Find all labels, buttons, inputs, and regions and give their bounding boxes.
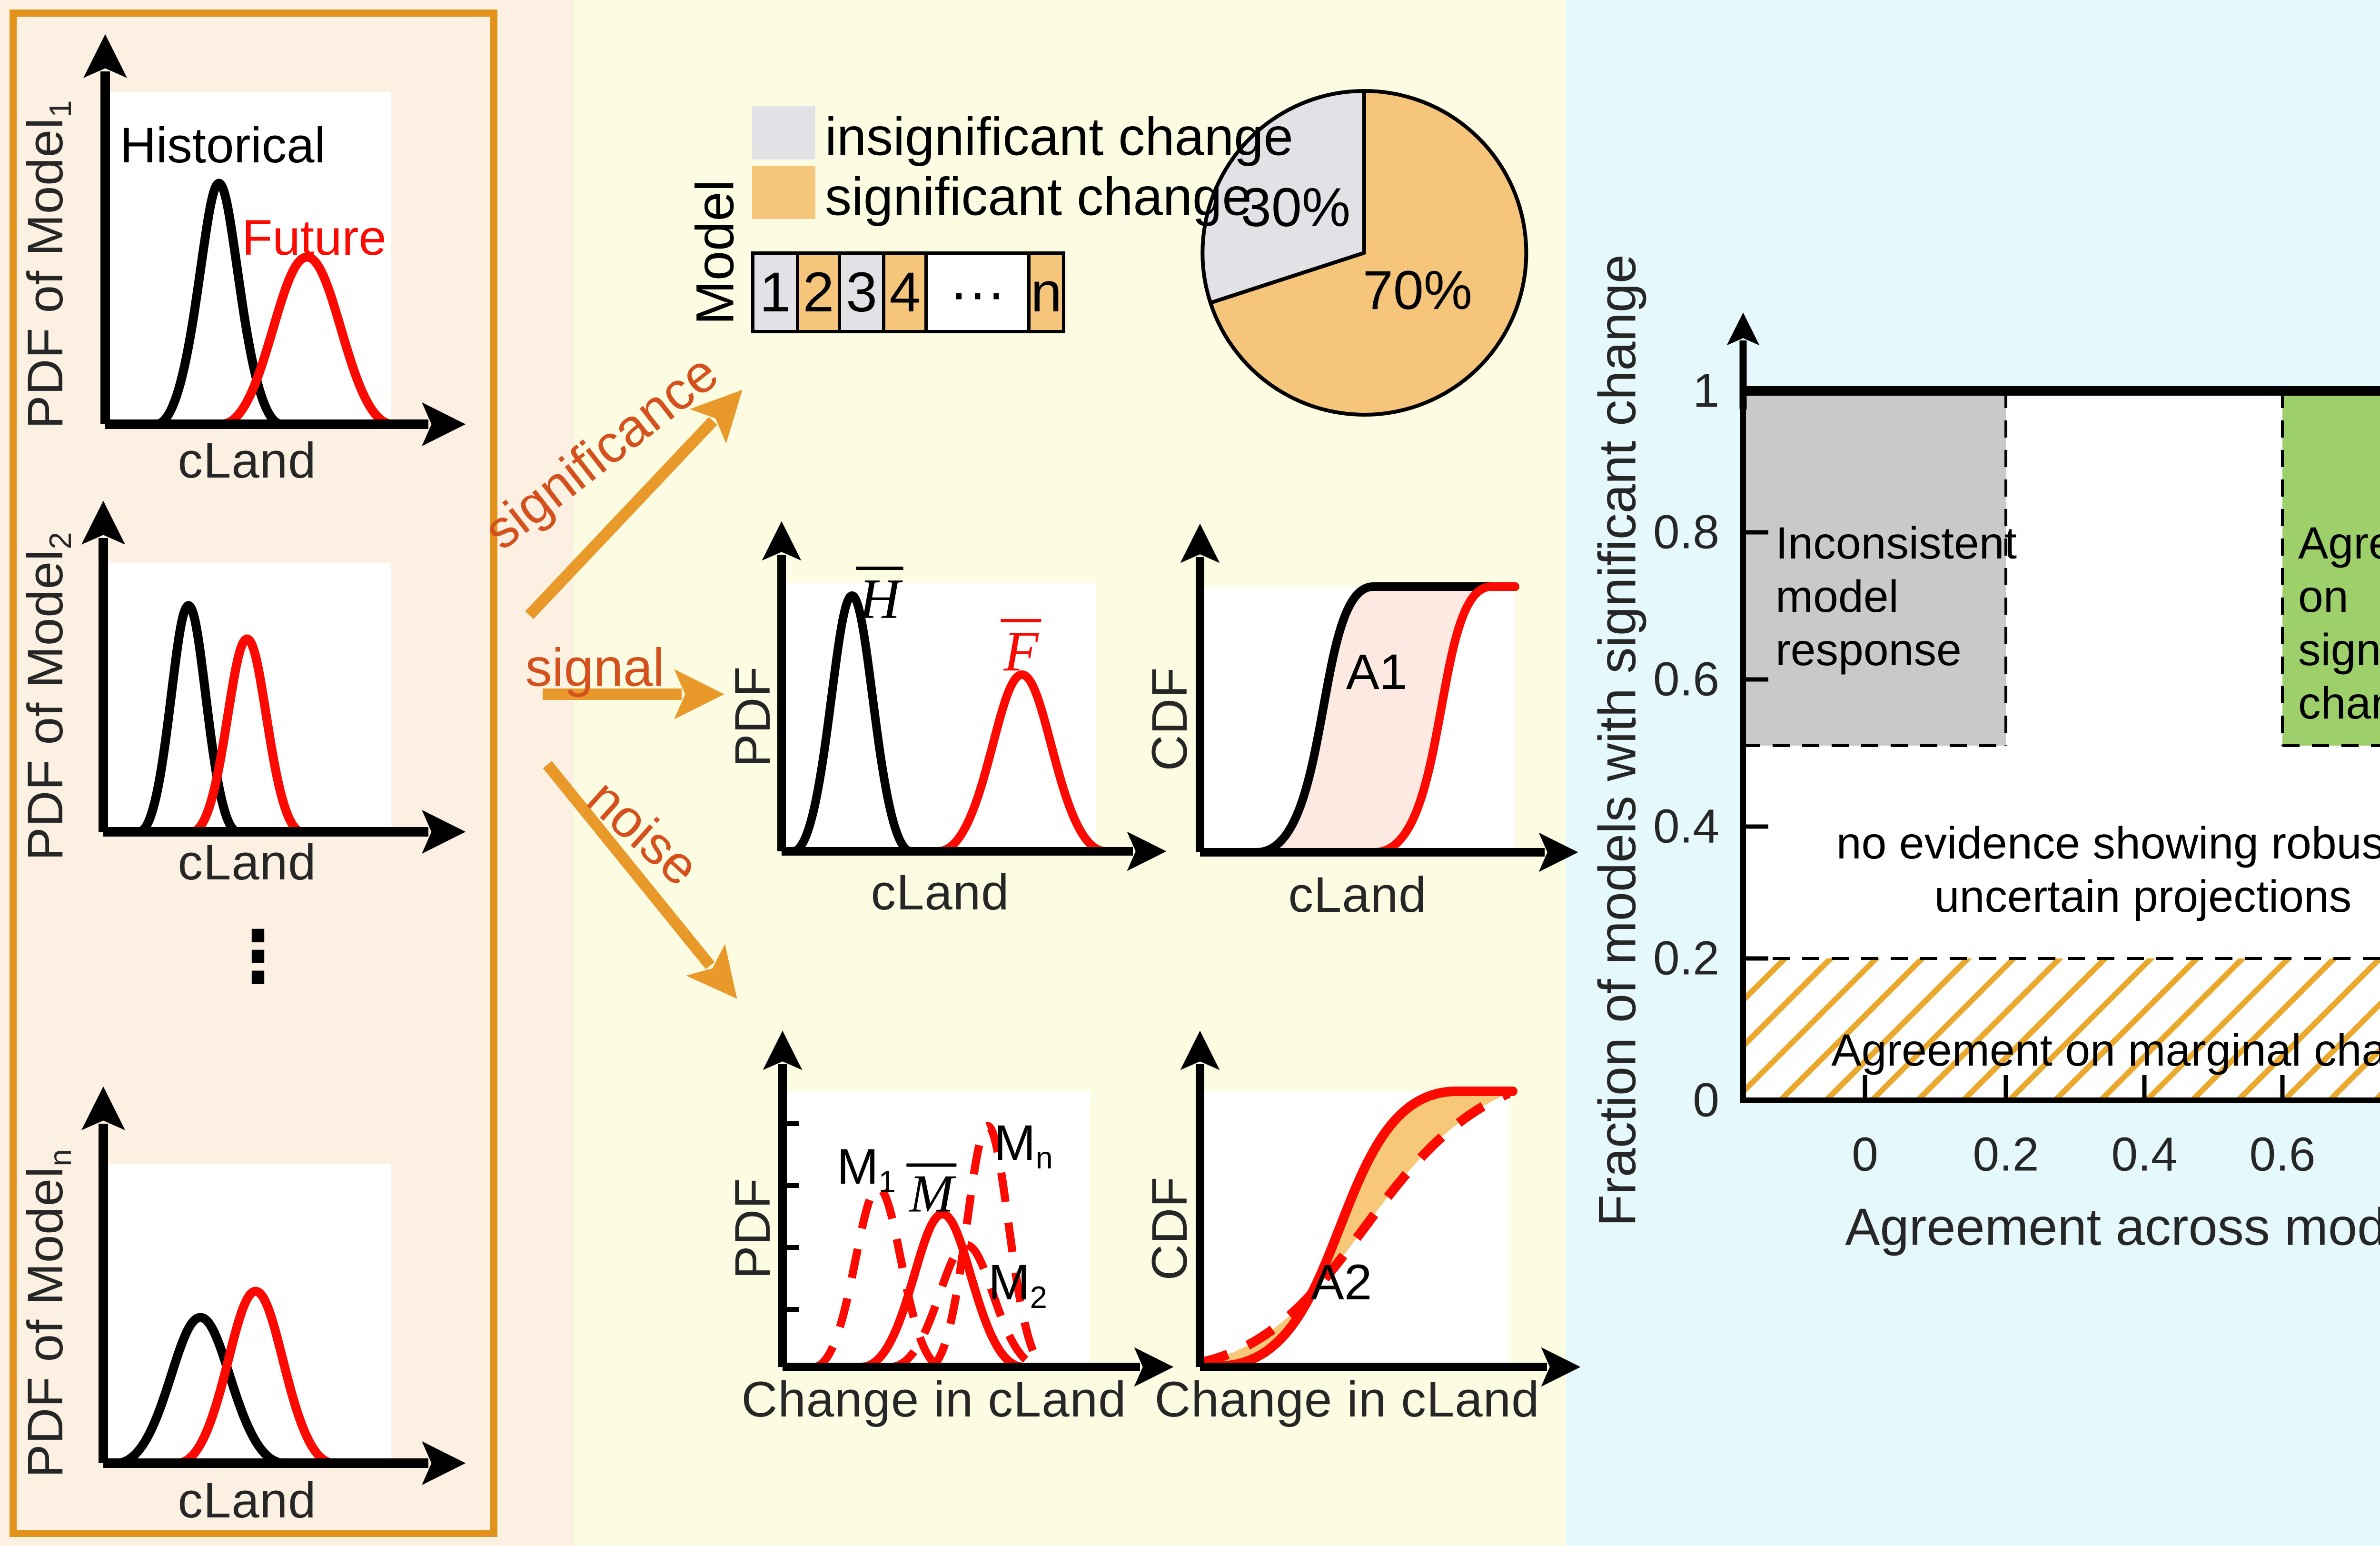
plot1-y-label: PDF of Model1 — [17, 100, 78, 429]
noise-cdf-ensemble-curve — [1198, 1088, 1511, 1367]
noise-pdf-m2-curve — [890, 1241, 1043, 1371]
plot1-x-label: cLand — [178, 433, 317, 489]
x-tick-0.2: 0.2 — [1973, 1127, 2039, 1181]
models-ellipsis: ⋮ — [222, 917, 294, 997]
signal-cdf-future-curve — [1370, 582, 1519, 857]
plot2-x-label: cLand — [178, 835, 317, 890]
plot3-future-curve — [173, 1287, 338, 1468]
future-label: Future — [242, 210, 387, 266]
signal-cdf-a1-fill — [1257, 587, 1491, 852]
signal-arrow-label: signal — [525, 638, 665, 698]
model-cell-n: n — [1027, 255, 1062, 330]
noise-pdf-m1-curve — [813, 1184, 944, 1371]
inconsistent-region-label: Inconsistent model response — [1775, 518, 2017, 676]
noise-cdf-x-axis-label: Change in cLand — [1154, 1372, 1540, 1427]
m1-label: M1 — [837, 1138, 896, 1199]
x-tick-0.4: 0.4 — [2111, 1127, 2178, 1181]
model-strip: 1 2 3 4 ··· n — [751, 251, 1065, 333]
region-agreement-on-significant-change — [2282, 391, 2380, 746]
agreement-map-plot-area — [1743, 391, 2380, 1100]
y-tick-0.2: 0.2 — [1653, 931, 1719, 985]
a2-area-label: A2 — [1310, 1255, 1372, 1310]
pie-slice-insignificant — [1200, 89, 1366, 305]
model-cell-3: 3 — [838, 255, 883, 330]
historical-label: Historical — [120, 118, 326, 173]
a1-area-label: A1 — [1346, 644, 1408, 700]
plot2-future-curve — [187, 634, 307, 837]
agreement-significant-region-label: Agreement on significant change — [2298, 518, 2380, 729]
plot3-x-label: cLand — [178, 1473, 317, 1528]
signal-pdf-y-axis-label: PDF — [725, 666, 781, 768]
plot2-area — [103, 563, 391, 832]
plot1-area — [105, 92, 391, 424]
region-dashed-borders — [1743, 391, 2380, 960]
agreement-map-x-axis-title: Agreement across models — [1845, 1197, 2380, 1257]
legend-label-significant: significant change — [825, 167, 1252, 227]
hist-mean-symbol: H — [856, 566, 903, 632]
y-tick-0: 0 — [1693, 1073, 1719, 1127]
legend-swatch-insignificant — [752, 106, 815, 160]
plot2-y-label: PDF of Model2 — [17, 531, 78, 861]
mn-label: Mn — [994, 1115, 1053, 1176]
pie-insignificant-percentage: 30% — [1240, 177, 1351, 238]
y-tick-0.6: 0.6 — [1653, 652, 1719, 706]
signal-pdf-hist-curve — [789, 591, 915, 856]
m2-label: M2 — [988, 1254, 1047, 1315]
plot3-historical-curve — [112, 1313, 289, 1468]
plot1-historical-curve — [151, 179, 287, 429]
signal-pdf-x-axis-label: cLand — [871, 865, 1010, 920]
noise-cdf-mbar-curve — [1214, 1087, 1517, 1371]
region-inconsistent-model-response — [1743, 391, 2006, 746]
pie-significant-percentage: 70% — [1362, 260, 1473, 321]
model-cell-ellipsis: ··· — [924, 255, 1028, 330]
x-tick-0: 0 — [1852, 1127, 1878, 1181]
model-cell-4: 4 — [882, 255, 925, 330]
pie-slice-significant — [1209, 89, 1528, 417]
mbar-label: M — [906, 1163, 957, 1225]
left-panel-orange-frame — [10, 10, 497, 1537]
legend-label-insignificant: insignificant change — [825, 107, 1293, 167]
noise-cdf-y-axis-label: CDF — [1142, 1176, 1198, 1281]
x-tick-0.6: 0.6 — [2249, 1127, 2316, 1181]
signal-cdf-hist-curve — [1252, 582, 1519, 857]
region-agreement-on-marginal-change — [1743, 958, 2380, 1100]
noise-pdf-y-axis-label: PDF — [725, 1177, 781, 1279]
y-tick-0.4: 0.4 — [1653, 799, 1719, 853]
significance-arrow — [525, 389, 743, 619]
model-strip-axis-label: Model — [685, 180, 745, 325]
noise-cdf-a2-fill — [1200, 1091, 1509, 1366]
y-tick-0.8: 0.8 — [1653, 505, 1719, 559]
noise-arrow — [543, 761, 737, 999]
noise-pdf-x-axis-label: Change in cLand — [741, 1372, 1127, 1427]
legend-swatch-significant — [752, 166, 815, 219]
model-cell-2: 2 — [795, 255, 838, 330]
signal-cdf-x-axis-label: cLand — [1288, 867, 1427, 923]
noise-pdf-mbar-curve — [857, 1209, 1028, 1371]
noise-pdf-y-ticks — [783, 1121, 799, 1312]
agreement-map-ticks — [1746, 530, 2285, 1097]
noise-pdf-mn-curve — [927, 1122, 1048, 1371]
future-mean-symbol: F — [1001, 618, 1041, 684]
signal-cdf-y-axis-label: CDF — [1142, 667, 1198, 771]
y-tick-1: 1 — [1693, 364, 1719, 418]
model-cell-1: 1 — [754, 255, 796, 330]
plot3-y-label: PDF of Modeln — [17, 1148, 78, 1478]
plot1-future-curve — [217, 252, 397, 429]
signal-pdf-future-curve — [934, 670, 1110, 856]
noise-pdf-area — [783, 1091, 1090, 1367]
no-evidence-region-label: no evidence showing robust or uncertain … — [1836, 818, 2380, 922]
agreement-marginal-region-label: Agreement on marginal change — [1831, 1025, 2380, 1076]
